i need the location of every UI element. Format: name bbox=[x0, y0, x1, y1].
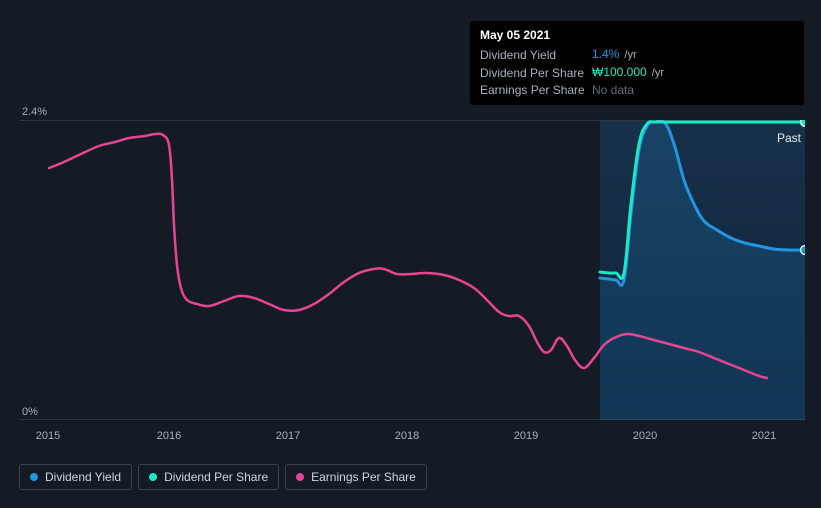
legend-dot bbox=[30, 473, 38, 481]
chart-tooltip: May 05 2021 Dividend Yield1.4% /yrDivide… bbox=[470, 21, 804, 105]
tooltip-value: No data bbox=[592, 82, 794, 99]
x-axis-tick: 2015 bbox=[36, 430, 60, 442]
tooltip-label: Earnings Per Share bbox=[480, 82, 592, 99]
legend-label: Dividend Per Share bbox=[164, 470, 268, 484]
x-axis: 2015 2016 2017 2018 2019 2020 2021 bbox=[19, 430, 805, 446]
legend-dot bbox=[149, 473, 157, 481]
x-axis-tick: 2021 bbox=[752, 430, 776, 442]
tooltip-value: ₩100.000 /yr bbox=[592, 64, 794, 82]
legend-dot bbox=[296, 473, 304, 481]
y-axis-label: 2.4% bbox=[22, 106, 47, 118]
x-axis-tick: 2020 bbox=[633, 430, 657, 442]
x-axis-tick: 2019 bbox=[514, 430, 538, 442]
tooltip-date: May 05 2021 bbox=[480, 27, 794, 44]
legend-item-earnings-per-share[interactable]: Earnings Per Share bbox=[285, 464, 427, 490]
legend-label: Dividend Yield bbox=[45, 470, 121, 484]
tooltip-value: 1.4% /yr bbox=[592, 46, 794, 64]
x-axis-tick: 2018 bbox=[395, 430, 419, 442]
x-axis-tick: 2016 bbox=[157, 430, 181, 442]
tooltip-label: Dividend Per Share bbox=[480, 64, 592, 82]
legend-label: Earnings Per Share bbox=[311, 470, 416, 484]
past-label: Past bbox=[777, 131, 801, 145]
dividend-chart bbox=[19, 120, 805, 420]
legend-item-dividend-yield[interactable]: Dividend Yield bbox=[19, 464, 132, 490]
legend-item-dividend-per-share[interactable]: Dividend Per Share bbox=[138, 464, 279, 490]
tooltip-label: Dividend Yield bbox=[480, 46, 592, 64]
x-axis-tick: 2017 bbox=[276, 430, 300, 442]
legend: Dividend Yield Dividend Per Share Earnings… bbox=[19, 464, 427, 490]
